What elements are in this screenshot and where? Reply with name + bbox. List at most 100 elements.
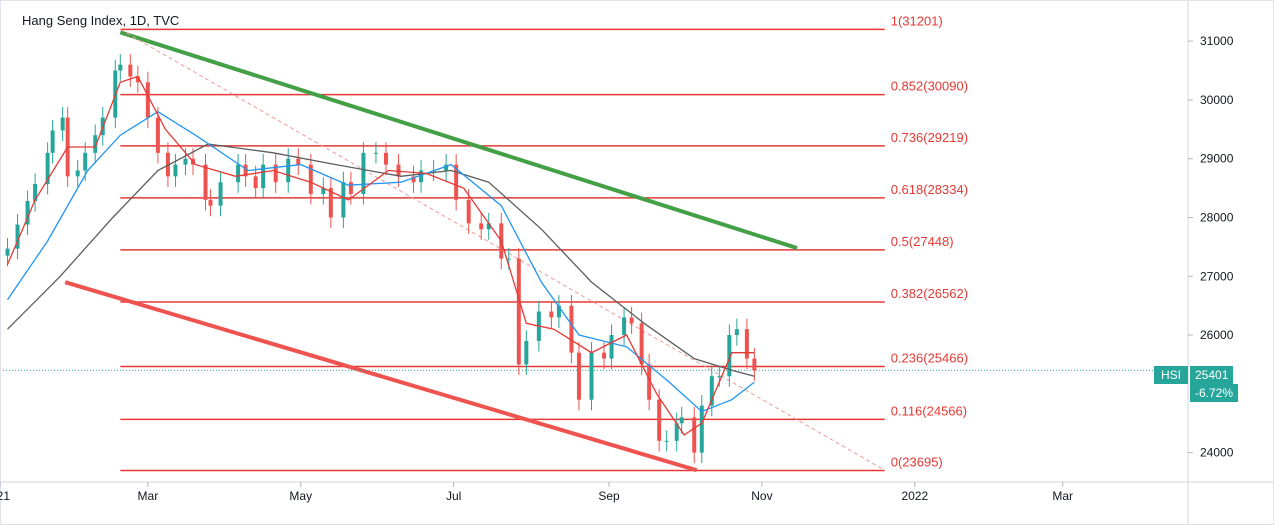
fib-retracement: 1(31201) 0.852(30090) 0.736(29219) 0.618(28…	[120, 13, 968, 472]
candle-body	[727, 335, 732, 377]
candle-body	[253, 176, 258, 189]
chart-title: Hang Seng Index, 1D, TVC	[22, 13, 180, 28]
trendlines	[0, 28, 1188, 473]
fib-level-label: 0.5(27448)	[891, 234, 954, 249]
candle-body	[383, 152, 388, 165]
candle-body	[286, 158, 291, 183]
candle-body	[589, 352, 594, 400]
candle-body	[155, 117, 160, 153]
candle-body	[396, 164, 401, 177]
candle-body	[419, 170, 424, 183]
candle-body	[145, 82, 150, 118]
moving-averages	[6, 75, 755, 436]
fib-level-label: 0.382(26562)	[891, 286, 968, 301]
ma-mid-line	[6, 110, 755, 413]
candle-body	[679, 417, 684, 424]
y-tick-label: 24000	[1200, 446, 1234, 460]
trendline-lower	[64, 280, 698, 473]
y-tick-label: 30000	[1200, 93, 1234, 107]
y-tick-label: 28000	[1200, 210, 1234, 224]
candle-body	[709, 376, 714, 406]
y-tick-label: 29000	[1200, 152, 1234, 166]
candle-body	[629, 317, 634, 324]
candle-body	[203, 164, 208, 200]
candle-body	[549, 311, 554, 318]
candle-body	[183, 158, 188, 165]
candle-body	[321, 188, 326, 194]
y-tick-label: 27000	[1200, 269, 1234, 283]
candle-body	[208, 199, 213, 206]
candle-body	[135, 76, 140, 83]
candle-body	[348, 182, 353, 194]
price-change-badge: -6.72%	[1190, 384, 1239, 402]
candle-body	[699, 405, 704, 453]
fib-level-label: 0.116(24566)	[891, 403, 967, 418]
candle-body	[45, 152, 50, 184]
candle-body	[236, 164, 241, 183]
candle-body	[576, 352, 581, 400]
candle-body	[328, 188, 333, 218]
candle-body	[444, 164, 449, 171]
candle-body	[466, 199, 471, 224]
candle-body	[556, 305, 561, 318]
candle-body	[243, 164, 248, 177]
candle-body	[622, 317, 627, 336]
fib-level-label: 0.618(28334)	[891, 182, 968, 197]
symbol-tag: HSI	[1154, 366, 1188, 384]
candle-body	[744, 329, 749, 359]
candle-body	[454, 164, 459, 200]
candle-body	[33, 183, 38, 202]
candle-body	[609, 335, 614, 359]
x-tick-label: Mar	[1052, 489, 1073, 503]
candle-body	[479, 223, 484, 230]
candle-body	[50, 130, 55, 153]
x-tick-label: Mar	[138, 489, 159, 503]
candle-body	[734, 329, 739, 336]
x-tick-label: Nov	[751, 489, 772, 503]
candle-body	[657, 399, 662, 441]
fib-level-label: 0.852(30090)	[891, 79, 968, 94]
candle-body	[60, 117, 65, 131]
candle-body	[524, 340, 529, 365]
y-tick-label: 26000	[1200, 328, 1234, 342]
candle-body	[717, 376, 722, 378]
candle-body	[173, 164, 178, 177]
candle-body	[25, 201, 30, 225]
candle-body	[218, 182, 223, 206]
candle-body	[752, 358, 757, 371]
y-tick-label: 31000	[1200, 34, 1234, 48]
x-tick-label: May	[289, 489, 312, 503]
candle-body	[118, 64, 123, 71]
ma-fast-line	[6, 75, 755, 436]
candle-body	[308, 164, 313, 194]
candle-body	[5, 248, 10, 256]
candle-body	[261, 164, 266, 189]
candle-body	[341, 182, 346, 218]
candle-body	[602, 352, 607, 359]
x-tick-label: 2022	[901, 489, 928, 503]
candle-body	[75, 170, 80, 177]
x-tick-label: Jul	[446, 489, 461, 503]
trendline-upper	[119, 30, 798, 250]
last-price-badge: 25401	[1190, 366, 1234, 384]
candle-body	[647, 364, 652, 400]
candle-body	[83, 152, 88, 171]
candle-body	[128, 64, 133, 77]
x-tick-label: Sep	[598, 489, 620, 503]
candle-body	[93, 135, 98, 153]
fib-level-label: 1(31201)	[891, 13, 943, 28]
candle-body	[569, 305, 574, 353]
candle-body	[664, 440, 669, 442]
candle-body	[296, 158, 301, 165]
candle-body	[674, 423, 679, 441]
candle-body	[361, 152, 366, 194]
fib-level-label: 0(23695)	[891, 455, 943, 470]
candle-body	[273, 164, 278, 183]
candle-body	[692, 417, 697, 453]
fib-level-label: 0.236(25466)	[891, 350, 968, 365]
candle-body	[15, 224, 20, 249]
fib-level-label: 0.736(29219)	[891, 130, 968, 145]
candle-body	[639, 323, 644, 365]
